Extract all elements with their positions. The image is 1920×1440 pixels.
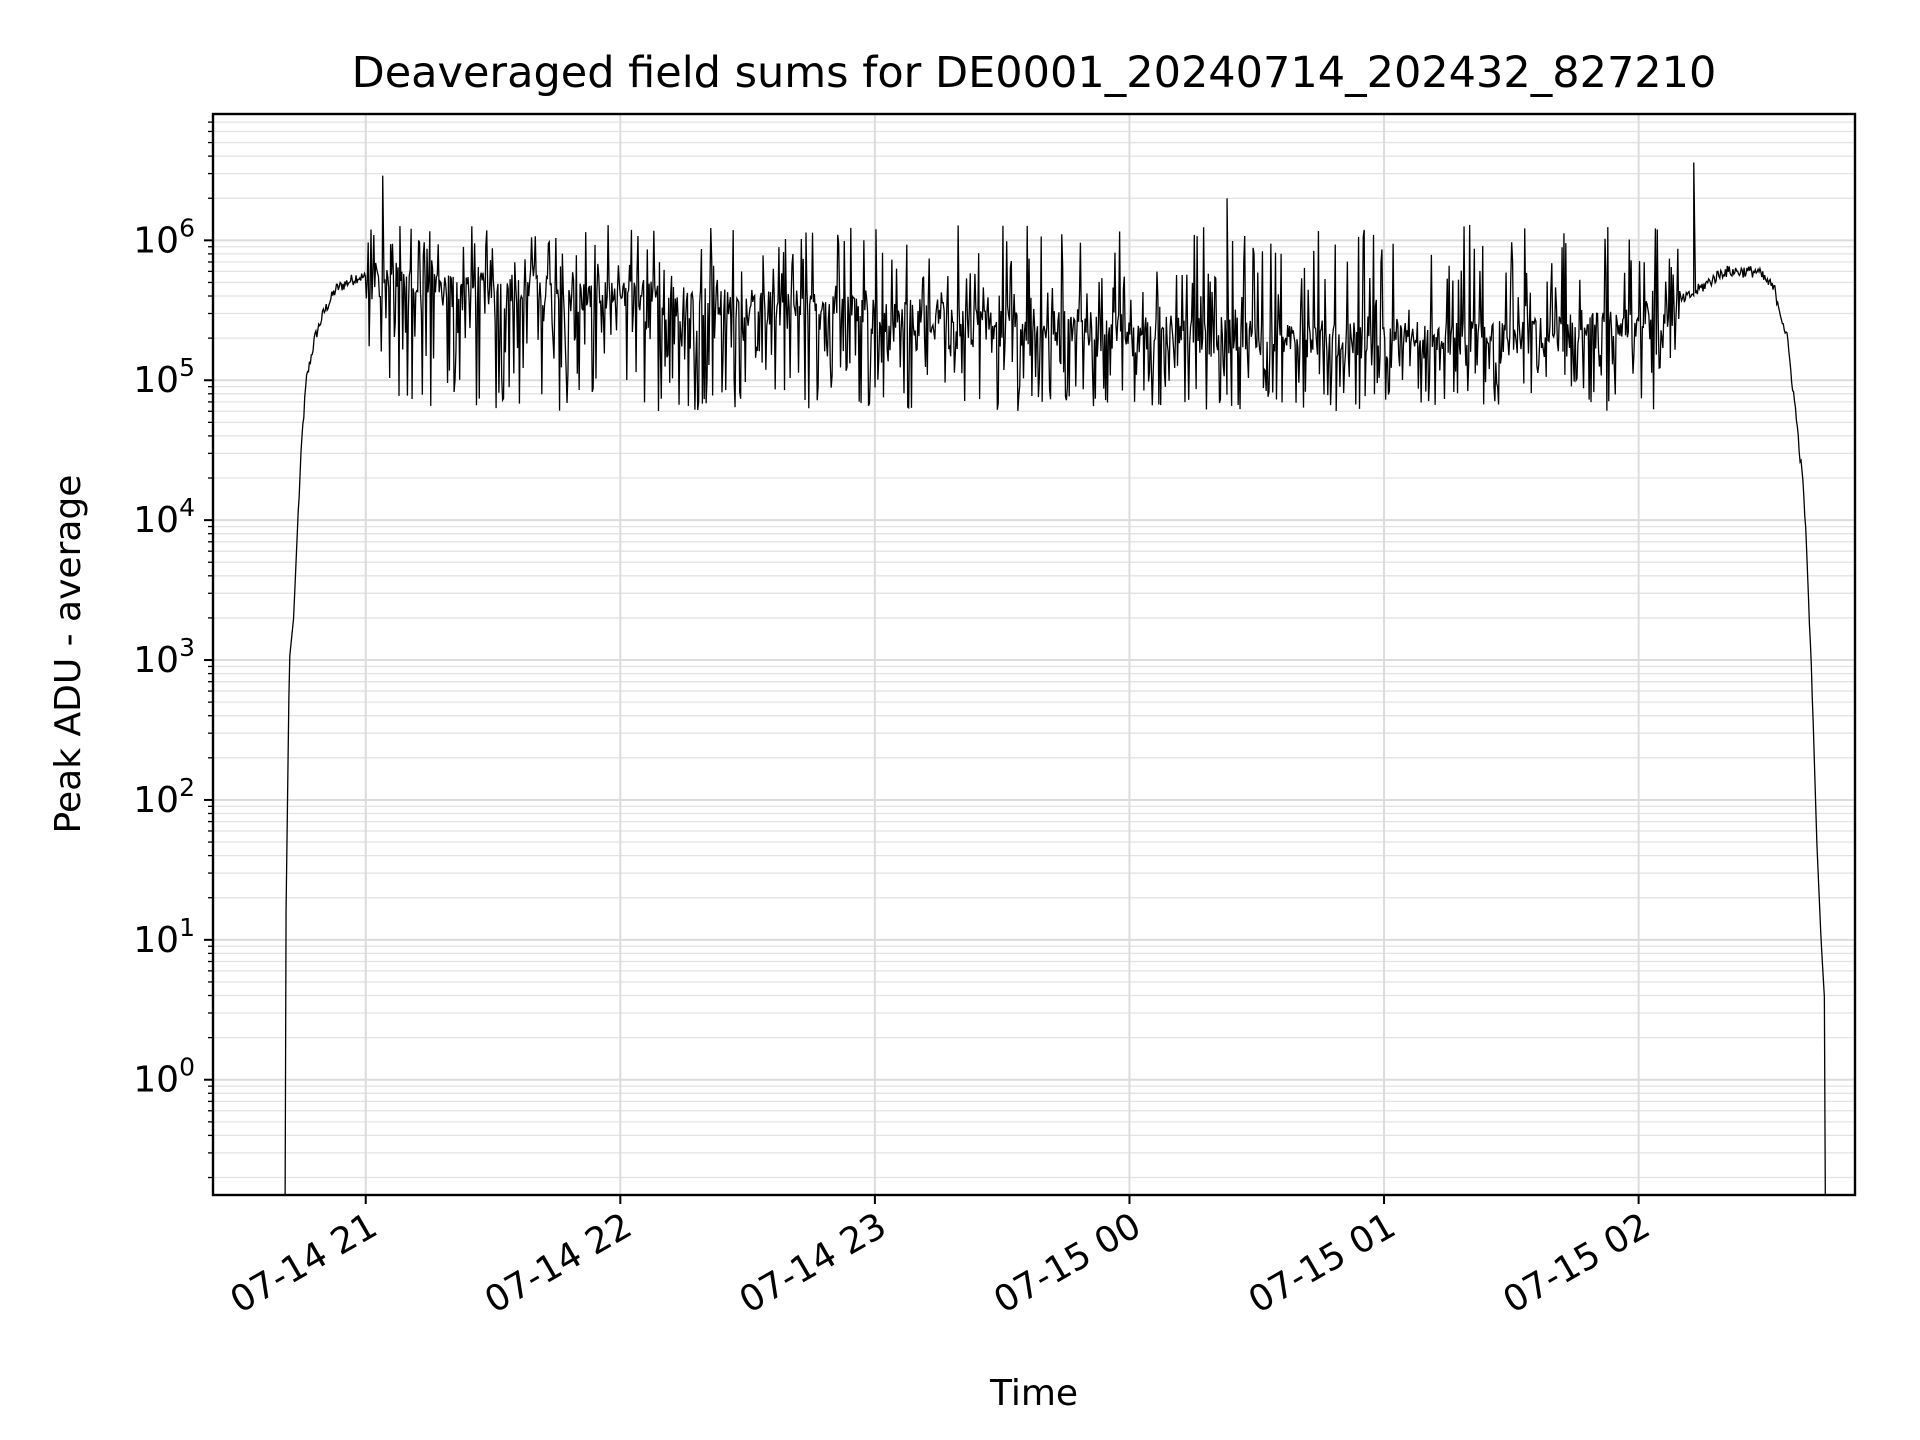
y-tick-label: 104 xyxy=(133,493,195,541)
y-axis: 100 101 102 103 104 105 106 xyxy=(133,121,213,1179)
y-tick-label: 100 xyxy=(133,1053,195,1101)
x-axis-label: Time xyxy=(989,1373,1078,1414)
chart-title: Deaveraged field sums for DE0001_2024071… xyxy=(352,48,1717,98)
minor-gridlines xyxy=(213,121,1855,1179)
y-tick-label: 103 xyxy=(133,633,195,681)
y-tick-label: 102 xyxy=(133,773,195,821)
series-group xyxy=(284,162,1826,1196)
series-line xyxy=(284,162,1826,1196)
y-tick-label: 106 xyxy=(133,213,195,261)
y-axis-label: Peak ADU - average xyxy=(48,475,89,834)
plot-frame xyxy=(211,112,1857,1197)
y-tick-label: 101 xyxy=(133,913,195,961)
y-tick-label: 105 xyxy=(133,353,195,401)
